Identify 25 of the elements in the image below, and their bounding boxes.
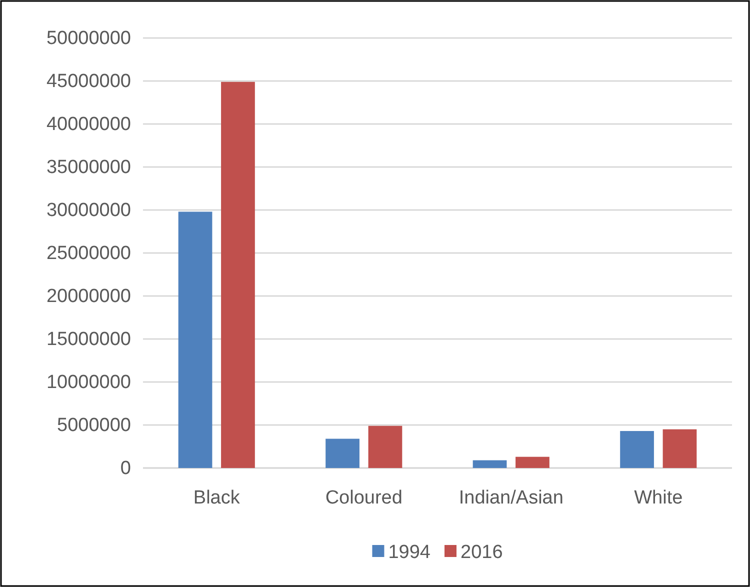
- bar: [472, 460, 507, 468]
- y-tick-label: 5000000: [57, 415, 131, 436]
- bar: [516, 456, 550, 468]
- x-tick-label: Black: [193, 487, 240, 508]
- y-tick-label: 30000000: [46, 200, 131, 222]
- bar: [620, 431, 654, 468]
- bar: [662, 429, 697, 468]
- y-tick-label: 45000000: [46, 71, 131, 92]
- y-tick-label: 40000000: [46, 114, 131, 136]
- y-tick-label: 15000000: [46, 329, 131, 350]
- y-tick-label: 10000000: [46, 372, 131, 394]
- y-tick-label: 0: [120, 458, 131, 480]
- bar: [368, 426, 402, 468]
- y-tick-label: 25000000: [46, 243, 131, 264]
- y-tick-label: 50000000: [46, 28, 131, 50]
- bar: [178, 212, 212, 468]
- x-tick-label: Indian/Asian: [458, 487, 564, 508]
- bar: [221, 82, 255, 468]
- x-tick-label: Coloured: [325, 487, 402, 508]
- x-tick-label: White: [634, 487, 683, 508]
- y-tick-label: 35000000: [46, 157, 131, 178]
- bar: [326, 438, 360, 468]
- legend-label: 1994: [388, 542, 431, 563]
- y-tick-label: 20000000: [46, 286, 131, 308]
- legend-label: 2016: [460, 542, 503, 563]
